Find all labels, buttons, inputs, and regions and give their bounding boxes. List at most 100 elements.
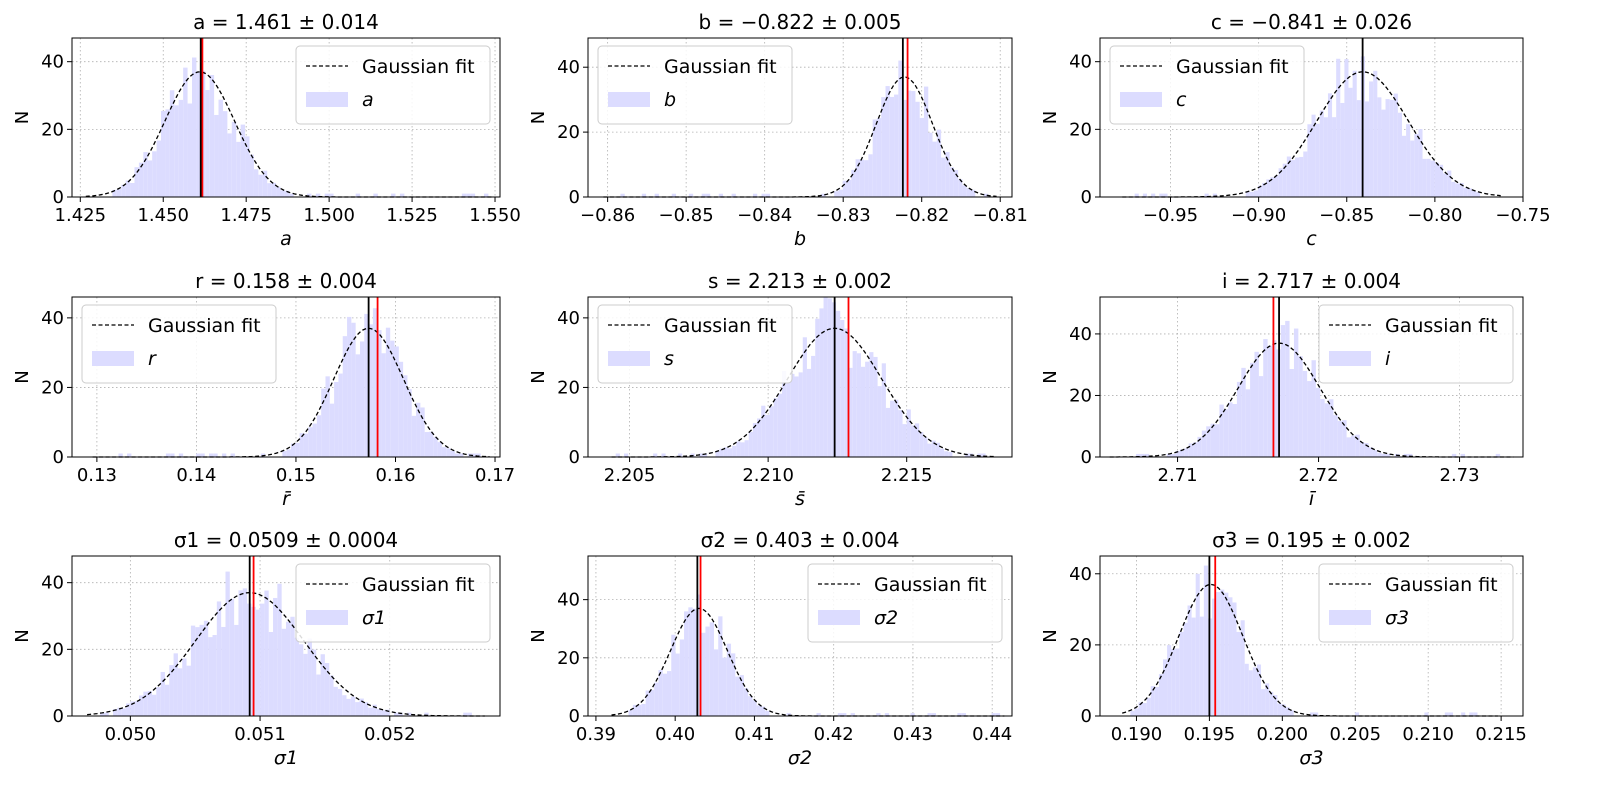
histogram-bar bbox=[1422, 158, 1427, 197]
histogram-bar bbox=[1406, 124, 1411, 197]
legend-hist-patch bbox=[608, 92, 650, 107]
histogram-bar bbox=[1424, 712, 1429, 716]
histogram-bar bbox=[1293, 328, 1299, 457]
histogram-bar bbox=[1350, 435, 1356, 457]
histogram-bar bbox=[761, 193, 766, 197]
histogram-bar bbox=[268, 631, 274, 716]
x-axis-label: c bbox=[1306, 228, 1317, 250]
histogram-bar bbox=[838, 189, 843, 197]
histogram-bar bbox=[156, 140, 162, 197]
histogram-bar bbox=[1245, 389, 1251, 457]
histogram-bar bbox=[1210, 423, 1215, 457]
x-axis-label: ī bbox=[1309, 488, 1317, 510]
histogram-bar bbox=[718, 616, 723, 716]
y-tick-label: 20 bbox=[41, 377, 64, 398]
histogram-bar bbox=[798, 372, 803, 457]
histogram-bar bbox=[1265, 683, 1270, 716]
histogram-bar bbox=[377, 330, 382, 457]
x-tick-label: 2.215 bbox=[881, 465, 933, 486]
histogram-bar bbox=[470, 193, 476, 197]
histogram-bar bbox=[837, 713, 843, 716]
histogram-bar bbox=[1473, 712, 1478, 716]
histogram-bar bbox=[910, 713, 915, 716]
histogram-bar bbox=[1295, 157, 1300, 197]
histogram-bar bbox=[295, 442, 300, 457]
histogram-bar bbox=[130, 182, 135, 197]
histogram-bar bbox=[923, 437, 928, 457]
histogram-bar bbox=[1314, 712, 1319, 716]
histogram-bar bbox=[303, 433, 309, 457]
axes-frame bbox=[587, 555, 1013, 717]
histogram-bar bbox=[372, 704, 377, 716]
histogram-bar bbox=[688, 193, 694, 197]
histogram-bar bbox=[433, 437, 438, 457]
histogram-bar bbox=[1373, 70, 1378, 197]
x-tick-label: 2.73 bbox=[1440, 465, 1480, 486]
histogram-bar bbox=[1142, 193, 1147, 197]
subplot-4: 0.13 0.14 0.15 0.16 0.17 0 20 40 r = 0.158 ± 0.0… bbox=[12, 269, 515, 510]
histogram-bar bbox=[964, 453, 970, 457]
histogram-bar bbox=[1179, 449, 1185, 457]
legend-hist-patch bbox=[1329, 351, 1371, 366]
histogram-bar bbox=[372, 308, 378, 457]
histogram-bar bbox=[923, 86, 929, 197]
histogram-bar bbox=[852, 351, 857, 457]
histogram-bar bbox=[748, 431, 753, 457]
subplot-title: s = 2.213 ± 0.002 bbox=[708, 269, 892, 293]
histogram-bar bbox=[190, 625, 196, 716]
histogram-bar bbox=[267, 183, 272, 197]
histogram-bar bbox=[195, 627, 200, 716]
legend-fit-label: Gaussian fit bbox=[1385, 574, 1498, 596]
histogram-bar bbox=[127, 453, 132, 457]
histogram-bar bbox=[1253, 190, 1259, 197]
histogram-bar bbox=[1261, 689, 1266, 716]
histogram-bar bbox=[446, 448, 451, 457]
histogram-bar bbox=[1281, 704, 1286, 716]
histogram-bar bbox=[1245, 191, 1250, 197]
histogram-bar bbox=[1346, 437, 1351, 457]
histogram-bar bbox=[281, 628, 286, 716]
histogram-bar bbox=[709, 622, 714, 716]
x-tick-label: −0.81 bbox=[973, 205, 1028, 226]
histogram-bar bbox=[876, 118, 882, 197]
histogram-bar bbox=[151, 694, 157, 716]
histogram-bar bbox=[1206, 426, 1211, 457]
histogram-bar bbox=[208, 637, 213, 716]
histogram-bar bbox=[1368, 447, 1373, 457]
histogram-bar bbox=[160, 671, 165, 716]
x-tick-label: 0.051 bbox=[234, 724, 286, 745]
histogram-bar bbox=[931, 713, 937, 716]
histogram-bar bbox=[1319, 110, 1324, 197]
histogram-bar bbox=[1240, 620, 1245, 716]
histogram-bar bbox=[1228, 402, 1233, 457]
subplot-title: i = 2.717 ± 0.004 bbox=[1222, 269, 1401, 293]
histogram-bar bbox=[1410, 140, 1415, 197]
histogram-bar bbox=[117, 707, 122, 716]
histogram-bar bbox=[890, 400, 895, 457]
y-tick-label: 20 bbox=[557, 377, 580, 398]
histogram-bar bbox=[1372, 450, 1378, 457]
legend-hist-patch bbox=[306, 610, 348, 625]
histogram-bar bbox=[756, 705, 761, 716]
gaussian-fit-curve bbox=[1109, 342, 1514, 458]
histogram-bar bbox=[935, 442, 940, 457]
histogram-bar bbox=[125, 180, 131, 197]
histogram-bar bbox=[260, 603, 265, 716]
histogram-bar bbox=[970, 189, 976, 197]
histogram-bar bbox=[236, 141, 241, 197]
histogram-bar bbox=[1381, 109, 1386, 197]
x-tick-label: 0.050 bbox=[105, 724, 157, 745]
histogram-bar bbox=[363, 702, 369, 716]
histogram-bar bbox=[290, 443, 296, 457]
histogram-bar bbox=[653, 453, 658, 457]
legend-fit-label: Gaussian fit bbox=[664, 56, 777, 78]
histogram-bar bbox=[1154, 686, 1159, 716]
histogram-bar bbox=[1444, 712, 1449, 716]
histogram-bar bbox=[806, 368, 812, 457]
histogram-bar bbox=[1342, 420, 1347, 457]
histogram-bar bbox=[1460, 453, 1466, 457]
histogram-bar bbox=[823, 297, 828, 457]
histogram-bar bbox=[230, 453, 235, 457]
histogram-bar bbox=[915, 101, 920, 197]
histogram-bar bbox=[1266, 179, 1271, 197]
